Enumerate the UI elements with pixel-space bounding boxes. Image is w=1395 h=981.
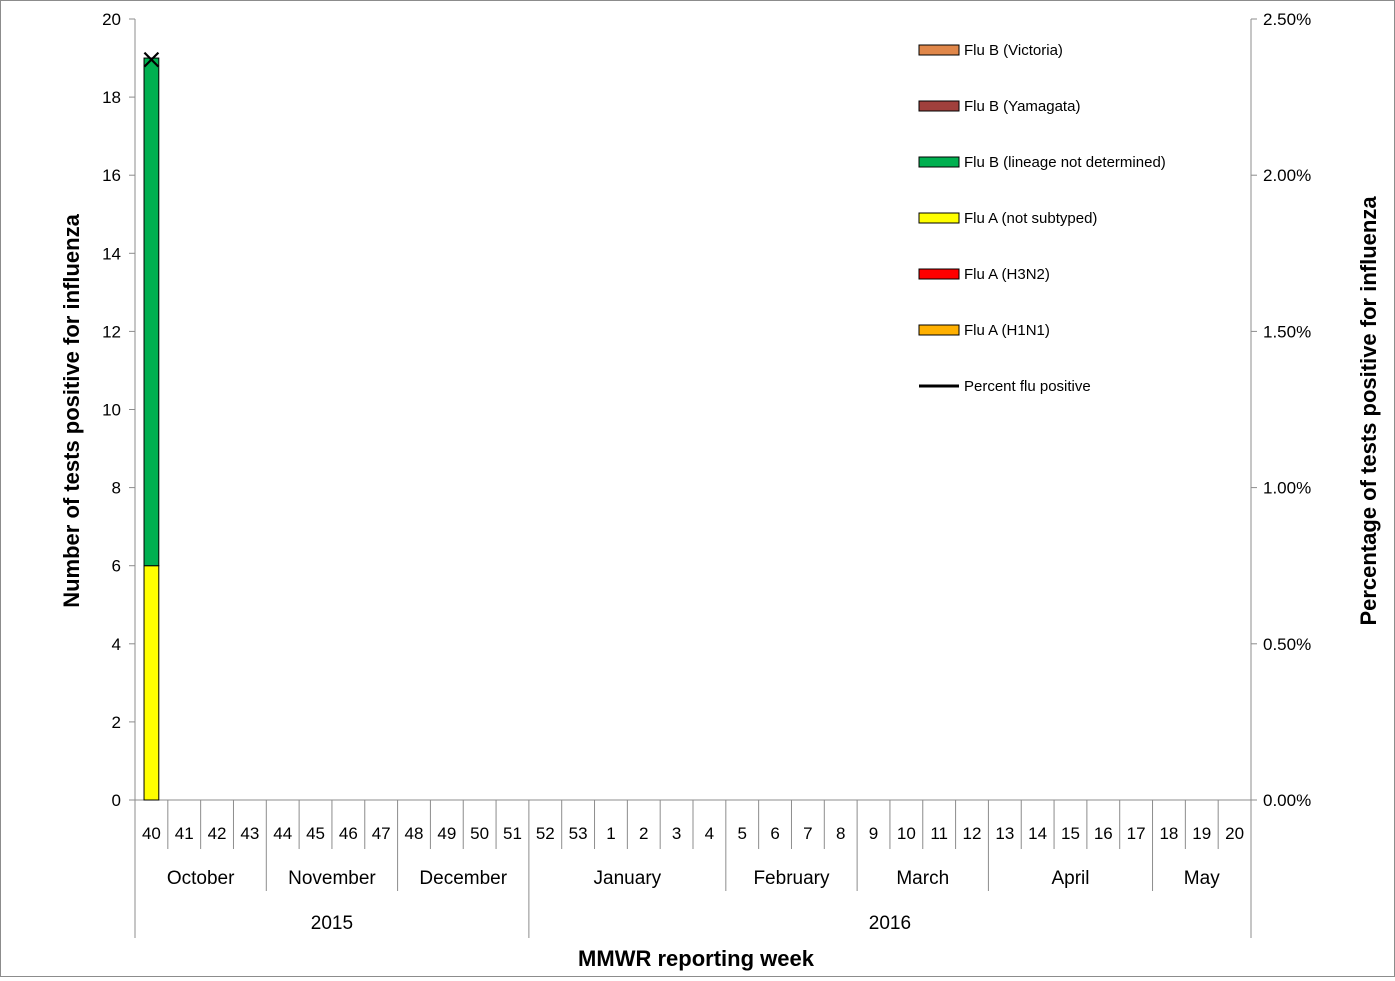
- legend-item: Flu A (not subtyped): [918, 210, 1097, 227]
- week-label: 46: [339, 824, 358, 843]
- y2-tick-label: 2.50%: [1263, 10, 1311, 29]
- year-label: 2016: [869, 913, 911, 934]
- week-label: 5: [738, 824, 747, 843]
- week-label: 19: [1192, 824, 1211, 843]
- week-label: 7: [803, 824, 812, 843]
- y-tick-label: 20: [102, 10, 121, 29]
- week-label: 53: [569, 824, 588, 843]
- week-label: 12: [963, 824, 982, 843]
- week-label: 3: [672, 824, 681, 843]
- week-label: 51: [503, 824, 522, 843]
- month-label: March: [896, 868, 949, 889]
- axes-layer: 0 2 4 6 8 10 12 14 16 18 20 0.00% 0.50% 1.00% 1.50% 2.0…: [102, 10, 1311, 810]
- month-label: April: [1051, 868, 1089, 889]
- legend-item: Flu B (Victoria): [918, 42, 1063, 59]
- month-label: December: [419, 868, 507, 889]
- legend-label: Flu A (not subtyped): [964, 210, 1097, 227]
- week-label: 4: [705, 824, 714, 843]
- legend-swatch: [918, 156, 960, 168]
- week-label: 15: [1061, 824, 1080, 843]
- legend-label: Flu B (lineage not determined): [964, 154, 1166, 171]
- y-tick-label: 12: [102, 322, 121, 341]
- week-label: 6: [770, 824, 779, 843]
- y2-axis-title: Percentage of tests positive for influen…: [1356, 196, 1381, 626]
- y2-tick-label: 0.00%: [1263, 791, 1311, 810]
- legend-label: Flu B (Yamagata): [964, 98, 1080, 115]
- week-label: 45: [306, 824, 325, 843]
- week-label: 20: [1225, 824, 1244, 843]
- week-label: 40: [142, 824, 161, 843]
- week-label: 10: [897, 824, 916, 843]
- legend-layer: Flu B (Victoria) Flu B (Yamagata) Flu B (l…: [918, 42, 1166, 395]
- month-label: May: [1184, 868, 1220, 889]
- week-label: 14: [1028, 824, 1047, 843]
- y-tick-label: 2: [112, 713, 121, 732]
- week-label: 42: [208, 824, 227, 843]
- month-label: October: [167, 868, 235, 889]
- y2-tick-label: 0.50%: [1263, 635, 1311, 654]
- week-label: 44: [273, 824, 292, 843]
- week-label: 1: [606, 824, 615, 843]
- y-tick-label: 4: [112, 635, 121, 654]
- legend-item: Flu B (Yamagata): [918, 98, 1080, 115]
- week-label: 48: [405, 824, 424, 843]
- month-label: February: [753, 868, 830, 889]
- y-tick-label: 16: [102, 166, 121, 185]
- legend-label: Flu A (H3N2): [964, 266, 1050, 283]
- y-tick-label: 8: [112, 479, 121, 498]
- y-tick-label: 18: [102, 88, 121, 107]
- legend-swatch: [918, 100, 960, 112]
- y-axis-title: Number of tests positive for influenza: [59, 213, 84, 607]
- month-label: November: [288, 868, 376, 889]
- bar-segment-flu-a-not-subtyped: [143, 565, 160, 801]
- bars-layer: [143, 57, 160, 801]
- legend-swatch: [918, 268, 960, 280]
- week-label: 52: [536, 824, 555, 843]
- legend-item: Percent flu positive: [919, 378, 1091, 395]
- y-tick-label: 10: [102, 401, 121, 420]
- y2-tick-label: 1.50%: [1263, 322, 1311, 341]
- year-label: 2015: [311, 913, 353, 934]
- titles-layer: Number of tests positive for influenza P…: [59, 196, 1381, 971]
- percent-point-marker: [143, 51, 160, 68]
- legend-swatch: [918, 44, 960, 56]
- week-label: 43: [240, 824, 259, 843]
- legend-item: Flu A (H3N2): [918, 266, 1050, 283]
- legend-label: Flu A (H1N1): [964, 322, 1050, 339]
- y-tick-label: 14: [102, 244, 121, 263]
- legend-item: Flu A (H1N1): [918, 322, 1050, 339]
- legend-item: Flu B (lineage not determined): [918, 154, 1166, 171]
- bar-segment-flu-b-lineage-not-determined: [143, 57, 160, 567]
- week-label: 2: [639, 824, 648, 843]
- week-label: 17: [1127, 824, 1146, 843]
- week-label: 8: [836, 824, 845, 843]
- week-label: 49: [437, 824, 456, 843]
- line-layer: [143, 51, 160, 68]
- week-label: 13: [995, 824, 1014, 843]
- week-label: 16: [1094, 824, 1113, 843]
- legend-label: Flu B (Victoria): [964, 42, 1063, 59]
- y2-tick-label: 1.00%: [1263, 479, 1311, 498]
- month-label: January: [594, 868, 662, 889]
- week-label: 18: [1159, 824, 1178, 843]
- x-axis-title: MMWR reporting week: [578, 946, 815, 971]
- legend-swatch: [918, 212, 960, 224]
- week-label: 50: [470, 824, 489, 843]
- y-tick-label: 0: [112, 791, 121, 810]
- y2-tick-label: 2.00%: [1263, 166, 1311, 185]
- week-label: 47: [372, 824, 391, 843]
- y-tick-label: 6: [112, 557, 121, 576]
- x-category-layer: 40 41 42 43 44 45 46 47 48 49 50 51 52 53 1 2 3 4 5 6 7 8 9 10 1…: [134, 800, 1252, 938]
- week-label: 11: [930, 824, 948, 843]
- week-label: 41: [175, 824, 194, 843]
- legend-label: Percent flu positive: [964, 378, 1091, 395]
- week-label: 9: [869, 824, 878, 843]
- legend-swatch: [918, 324, 960, 336]
